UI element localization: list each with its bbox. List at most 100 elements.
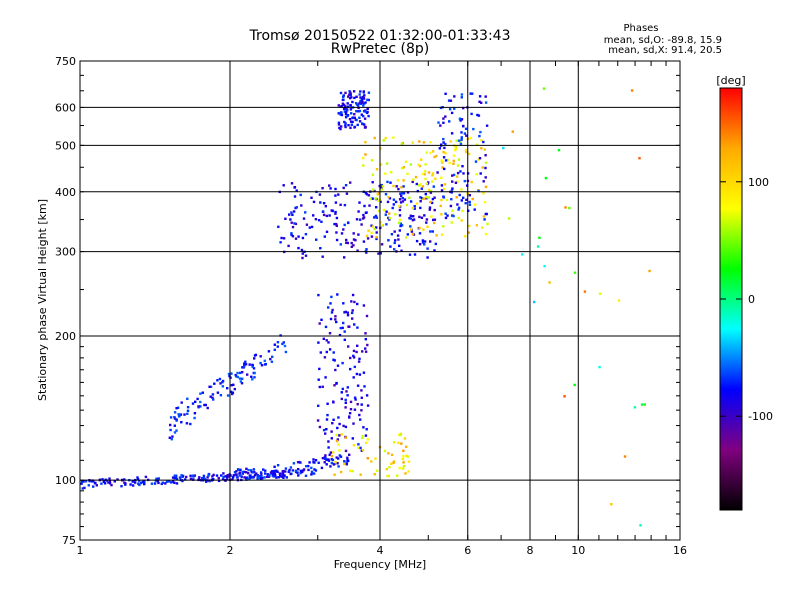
data-point bbox=[193, 474, 196, 477]
data-point bbox=[471, 92, 474, 95]
data-point bbox=[338, 434, 341, 437]
data-point bbox=[336, 364, 340, 367]
data-point bbox=[192, 475, 195, 478]
data-point bbox=[341, 326, 344, 330]
data-point bbox=[538, 236, 541, 239]
data-point bbox=[110, 483, 113, 487]
data-point bbox=[251, 363, 254, 367]
data-point bbox=[239, 468, 242, 471]
data-point bbox=[351, 116, 354, 120]
data-point bbox=[387, 239, 390, 242]
data-point bbox=[267, 350, 271, 353]
data-point bbox=[202, 474, 206, 478]
data-point bbox=[484, 185, 488, 188]
data-point bbox=[399, 192, 402, 195]
data-point bbox=[277, 476, 280, 479]
data-point bbox=[362, 216, 366, 219]
data-point bbox=[459, 170, 462, 173]
data-point bbox=[328, 348, 332, 351]
data-point bbox=[252, 367, 256, 370]
data-point bbox=[271, 355, 274, 358]
data-point bbox=[194, 400, 197, 403]
colorbar-tick-label: -100 bbox=[748, 410, 773, 423]
data-point bbox=[360, 403, 363, 406]
data-point bbox=[282, 184, 285, 187]
data-point bbox=[324, 205, 327, 208]
data-point bbox=[358, 93, 361, 96]
data-point bbox=[262, 468, 265, 471]
data-point bbox=[533, 300, 536, 304]
data-point bbox=[355, 110, 358, 113]
data-point bbox=[405, 445, 408, 448]
data-point bbox=[293, 195, 297, 198]
data-point bbox=[343, 256, 346, 259]
data-point bbox=[418, 243, 422, 246]
data-point bbox=[328, 332, 332, 335]
data-point bbox=[180, 421, 183, 424]
data-point bbox=[169, 416, 173, 419]
data-point bbox=[80, 482, 83, 485]
data-point bbox=[307, 468, 310, 472]
data-point bbox=[186, 406, 190, 409]
data-point bbox=[460, 96, 463, 99]
data-point bbox=[363, 123, 366, 126]
data-point bbox=[120, 485, 123, 488]
data-point bbox=[272, 473, 275, 476]
data-point bbox=[345, 463, 348, 466]
data-point bbox=[463, 132, 467, 135]
data-point bbox=[328, 453, 331, 456]
data-point bbox=[276, 470, 279, 473]
data-point bbox=[356, 344, 359, 347]
data-point bbox=[460, 131, 463, 134]
data-point bbox=[342, 103, 346, 106]
data-point bbox=[369, 197, 372, 201]
data-point bbox=[446, 158, 449, 162]
data-point bbox=[573, 271, 577, 274]
data-point bbox=[375, 231, 378, 234]
data-point bbox=[175, 482, 179, 485]
data-point bbox=[245, 467, 248, 470]
data-point bbox=[348, 117, 352, 121]
data-point bbox=[484, 154, 487, 157]
data-point bbox=[338, 422, 341, 426]
data-point bbox=[355, 95, 358, 98]
data-point bbox=[484, 176, 487, 179]
data-point bbox=[333, 222, 336, 226]
data-point bbox=[349, 104, 352, 107]
data-point bbox=[300, 470, 303, 473]
data-point bbox=[451, 209, 454, 212]
data-point bbox=[173, 411, 177, 414]
data-point bbox=[346, 314, 350, 317]
data-point bbox=[155, 477, 158, 480]
data-point bbox=[136, 478, 140, 481]
data-point bbox=[263, 476, 266, 479]
data-point bbox=[310, 473, 313, 476]
data-point bbox=[300, 204, 303, 207]
data-point bbox=[443, 146, 446, 150]
data-point bbox=[138, 483, 141, 487]
data-point bbox=[361, 434, 364, 438]
data-point bbox=[448, 161, 451, 165]
data-point bbox=[391, 206, 394, 210]
data-point bbox=[373, 216, 376, 219]
data-point bbox=[325, 350, 328, 354]
data-point bbox=[314, 218, 318, 221]
data-point bbox=[319, 201, 322, 204]
data-point bbox=[380, 188, 384, 191]
data-point bbox=[250, 375, 253, 378]
data-point bbox=[358, 120, 362, 123]
data-point bbox=[343, 338, 346, 341]
data-point bbox=[239, 380, 243, 383]
data-point bbox=[103, 482, 107, 485]
data-point bbox=[370, 224, 373, 227]
data-point bbox=[347, 325, 350, 328]
data-point bbox=[401, 200, 405, 203]
data-point bbox=[348, 453, 351, 456]
data-point bbox=[293, 186, 297, 189]
data-point bbox=[454, 147, 457, 150]
data-point bbox=[425, 221, 428, 224]
data-point bbox=[442, 187, 446, 191]
data-point bbox=[365, 394, 369, 397]
data-point bbox=[123, 478, 126, 481]
data-point bbox=[349, 469, 352, 473]
